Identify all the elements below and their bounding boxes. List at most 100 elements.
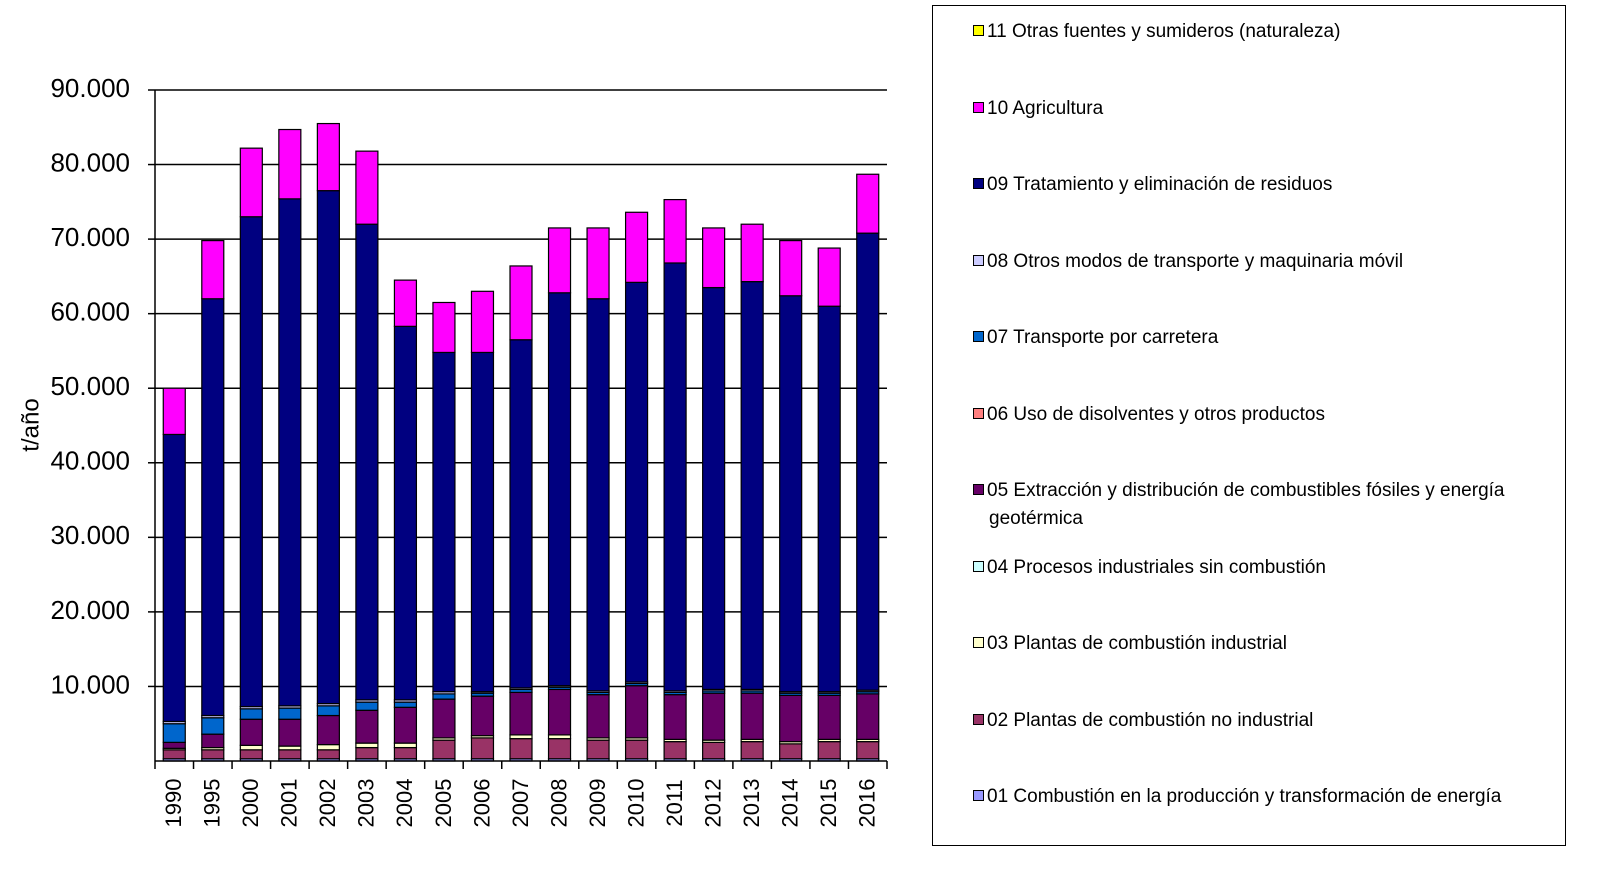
legend-label: 05 Extracción y distribución de combusti… [987, 480, 1505, 529]
bar-segment [663, 741, 687, 760]
bar-segment [316, 749, 340, 760]
bar-segment [239, 147, 263, 218]
x-tick-label: 2015 [816, 779, 841, 828]
bar-segment [201, 733, 225, 749]
bar-segment [817, 247, 841, 307]
bar-segment [278, 128, 302, 200]
bar-segment [239, 744, 263, 751]
bar-segment [702, 692, 726, 741]
legend-entry: 11 Otras fuentes y sumideros (naturaleza… [973, 18, 1564, 46]
bar-segment [239, 708, 263, 720]
y-tick-label: 60.000 [50, 297, 130, 327]
bar-segment [856, 693, 880, 740]
bar-segment [393, 706, 418, 744]
bar-segment [856, 173, 880, 234]
bar-segment [509, 339, 533, 689]
bar-segment [432, 698, 456, 739]
legend-swatch [973, 560, 984, 572]
bar-segment [779, 743, 803, 760]
y-tick-label: 70.000 [50, 222, 130, 252]
y-tick-label: 80.000 [50, 147, 130, 177]
legend-swatch [973, 331, 984, 342]
legend-entry: 03 Plantas de combustión industrial [973, 630, 1564, 658]
x-tick-label: 2013 [739, 779, 764, 828]
bar-segment [316, 714, 340, 746]
chart: t/año 10.000 20.000 30.000 40.000 50.000 60.0… [17, 73, 888, 828]
bar-segment [278, 198, 302, 707]
x-tick-label: 2001 [277, 779, 302, 828]
legend-entry: 01 Combustión en la producción y transfo… [973, 783, 1564, 811]
bar-segment [393, 701, 418, 708]
legend-entry: 07 Transporte por carretera [973, 324, 1564, 352]
legend-entry: 06 Uso de disolventes y otros productos [973, 401, 1564, 429]
bar-segment [278, 707, 302, 720]
bar-segment [740, 741, 764, 760]
bar-segment [355, 742, 379, 749]
legend-entry: 08 Otros modos de transporte y maquinari… [973, 248, 1564, 276]
legend-swatch [973, 484, 984, 495]
legend-swatch [973, 790, 984, 801]
bar-segment [817, 305, 841, 693]
bar-segment [740, 281, 764, 691]
bar-segment [355, 150, 379, 225]
x-tick-label: 2007 [508, 779, 533, 828]
legend-swatch [973, 25, 984, 36]
bar-segment [278, 718, 302, 747]
x-tick-label: 2012 [700, 779, 725, 828]
bar-segment [740, 223, 764, 283]
x-tick-label: 2011 [662, 779, 687, 826]
y-tick-label: 40.000 [50, 446, 130, 476]
bar-segment [432, 693, 456, 700]
bar-segment [201, 749, 225, 760]
bar-segment [162, 741, 186, 749]
bar-segment [586, 739, 610, 760]
y-tick-label: 10.000 [50, 669, 130, 699]
bar-segment [470, 351, 495, 693]
legend-entry: 02 Plantas de combustión no industrial [973, 707, 1564, 735]
y-tick-label: 20.000 [50, 595, 130, 625]
y-tick-label: 90.000 [50, 73, 130, 103]
bar-segment [470, 737, 495, 760]
bar-segment [239, 216, 263, 708]
bar-segment [624, 685, 649, 739]
bar-segment [586, 694, 610, 739]
bar-segment [393, 742, 418, 749]
bar-segment [702, 741, 726, 760]
bar-segment [201, 240, 225, 300]
bar-segment [162, 387, 186, 436]
bar-segment [779, 240, 803, 297]
bar-segment [432, 739, 456, 760]
x-tick-label: 2005 [431, 779, 456, 828]
bar-segment [470, 695, 495, 737]
bar-segment [547, 292, 572, 687]
legend-label: 10 Agricultura [987, 97, 1104, 119]
legend-entry: 04 Procesos industriales sin combustión [973, 554, 1564, 582]
x-tick-label: 2004 [392, 779, 417, 828]
x-tick-label: 2009 [585, 779, 610, 828]
bar-segment [779, 295, 803, 693]
x-tick-label: 2002 [315, 779, 340, 828]
bar-segment [201, 717, 225, 735]
bar-segment [817, 741, 841, 760]
bar-segment [393, 325, 418, 701]
legend-swatch [973, 407, 984, 419]
bar-segment [355, 701, 379, 711]
bar-segment [316, 705, 340, 717]
legend-entry: 05 Extracción y distribución de combusti… [973, 477, 1564, 533]
x-tick-label: 1990 [161, 779, 186, 828]
bar-segment [509, 265, 533, 341]
x-tick-label: 2003 [354, 779, 379, 828]
x-tick-label: 2000 [238, 779, 263, 828]
bar-segment [355, 746, 379, 760]
bar-segment [162, 723, 186, 743]
legend-label: 04 Procesos industriales sin combustión [987, 556, 1327, 578]
bar-segment [624, 739, 649, 760]
y-tick-label: 50.000 [50, 371, 130, 401]
bar-segment [547, 227, 572, 294]
bar-segment [201, 298, 225, 717]
legend-swatch [973, 637, 984, 648]
bar-segment [663, 262, 687, 692]
legend-label: 01 Combustión en la producción y transfo… [987, 786, 1502, 807]
bar-segment [432, 301, 456, 354]
